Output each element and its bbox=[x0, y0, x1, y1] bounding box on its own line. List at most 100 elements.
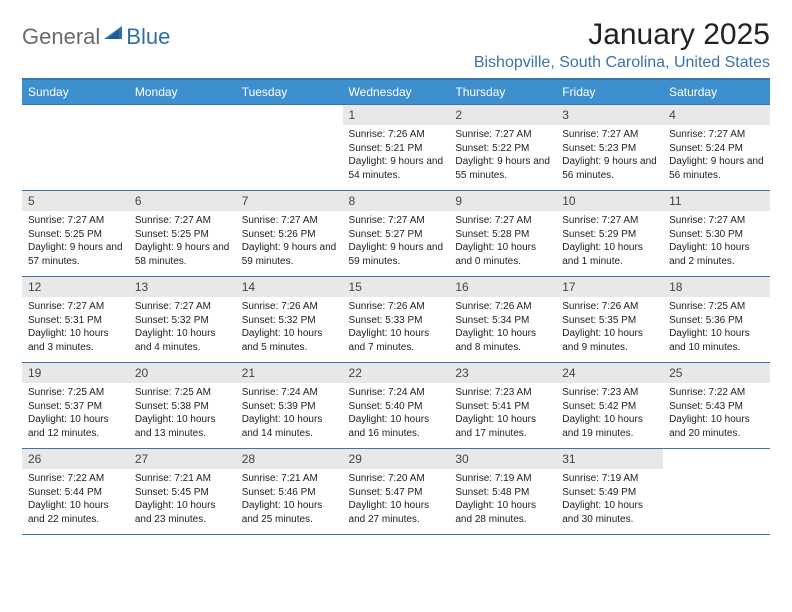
sunrise-value: 7:23 AM bbox=[495, 387, 532, 398]
day-of-week-row: SundayMondayTuesdayWednesdayThursdayFrid… bbox=[22, 79, 770, 105]
calendar-cell: 3Sunrise: 7:27 AMSunset: 5:23 PMDaylight… bbox=[556, 105, 663, 191]
day-number: 16 bbox=[449, 277, 556, 297]
sunset-label: Sunset: bbox=[28, 229, 62, 240]
sunset-label: Sunset: bbox=[135, 315, 169, 326]
sunset-value: 5:46 PM bbox=[278, 487, 315, 498]
sunrise-label: Sunrise: bbox=[455, 387, 492, 398]
logo: General Blue bbox=[22, 18, 170, 50]
sunrise-label: Sunrise: bbox=[562, 215, 599, 226]
day-number: 25 bbox=[663, 363, 770, 383]
day-details: Sunrise: 7:27 AMSunset: 5:29 PMDaylight:… bbox=[556, 211, 663, 272]
sunrise-value: 7:26 AM bbox=[388, 129, 425, 140]
calendar-cell: 19Sunrise: 7:25 AMSunset: 5:37 PMDayligh… bbox=[22, 363, 129, 449]
day-details: Sunrise: 7:26 AMSunset: 5:33 PMDaylight:… bbox=[343, 297, 450, 358]
calendar-cell bbox=[663, 449, 770, 535]
sunset-label: Sunset: bbox=[562, 487, 596, 498]
sunset-label: Sunset: bbox=[562, 315, 596, 326]
dow-header: Saturday bbox=[663, 79, 770, 105]
sunrise-value: 7:26 AM bbox=[602, 301, 639, 312]
sunset-label: Sunset: bbox=[28, 401, 62, 412]
day-details: Sunrise: 7:27 AMSunset: 5:31 PMDaylight:… bbox=[22, 297, 129, 358]
day-details: Sunrise: 7:27 AMSunset: 5:22 PMDaylight:… bbox=[449, 125, 556, 186]
day-details: Sunrise: 7:25 AMSunset: 5:36 PMDaylight:… bbox=[663, 297, 770, 358]
day-number: 1 bbox=[343, 105, 450, 125]
sunset-label: Sunset: bbox=[28, 487, 62, 498]
calendar-table: SundayMondayTuesdayWednesdayThursdayFrid… bbox=[22, 78, 770, 535]
sunset-label: Sunset: bbox=[669, 143, 703, 154]
day-details: Sunrise: 7:24 AMSunset: 5:40 PMDaylight:… bbox=[343, 383, 450, 444]
sail-icon bbox=[104, 25, 124, 41]
day-details: Sunrise: 7:26 AMSunset: 5:21 PMDaylight:… bbox=[343, 125, 450, 186]
calendar-cell: 22Sunrise: 7:24 AMSunset: 5:40 PMDayligh… bbox=[343, 363, 450, 449]
calendar-cell: 4Sunrise: 7:27 AMSunset: 5:24 PMDaylight… bbox=[663, 105, 770, 191]
dow-header: Tuesday bbox=[236, 79, 343, 105]
sunset-label: Sunset: bbox=[455, 401, 489, 412]
day-number: 31 bbox=[556, 449, 663, 469]
day-number: 10 bbox=[556, 191, 663, 211]
sunrise-value: 7:25 AM bbox=[174, 387, 211, 398]
day-details: Sunrise: 7:27 AMSunset: 5:27 PMDaylight:… bbox=[343, 211, 450, 272]
sunrise-label: Sunrise: bbox=[669, 301, 706, 312]
day-number: 14 bbox=[236, 277, 343, 297]
day-number: 29 bbox=[343, 449, 450, 469]
sunrise-label: Sunrise: bbox=[28, 473, 65, 484]
sunset-label: Sunset: bbox=[242, 401, 276, 412]
sunrise-label: Sunrise: bbox=[562, 473, 599, 484]
dow-header: Friday bbox=[556, 79, 663, 105]
calendar-cell bbox=[129, 105, 236, 191]
sunrise-label: Sunrise: bbox=[349, 129, 386, 140]
day-details: Sunrise: 7:22 AMSunset: 5:44 PMDaylight:… bbox=[22, 469, 129, 530]
sunrise-label: Sunrise: bbox=[135, 387, 172, 398]
sunset-label: Sunset: bbox=[562, 401, 596, 412]
daylight-label: Daylight: bbox=[455, 156, 494, 167]
sunset-value: 5:36 PM bbox=[706, 315, 743, 326]
sunrise-label: Sunrise: bbox=[455, 215, 492, 226]
sunrise-value: 7:22 AM bbox=[67, 473, 104, 484]
sunset-value: 5:45 PM bbox=[172, 487, 209, 498]
calendar-cell: 13Sunrise: 7:27 AMSunset: 5:32 PMDayligh… bbox=[129, 277, 236, 363]
calendar-row: 26Sunrise: 7:22 AMSunset: 5:44 PMDayligh… bbox=[22, 449, 770, 535]
calendar-cell: 11Sunrise: 7:27 AMSunset: 5:30 PMDayligh… bbox=[663, 191, 770, 277]
daylight-label: Daylight: bbox=[349, 156, 388, 167]
day-number: 30 bbox=[449, 449, 556, 469]
calendar-cell: 12Sunrise: 7:27 AMSunset: 5:31 PMDayligh… bbox=[22, 277, 129, 363]
daylight-label: Daylight: bbox=[242, 414, 281, 425]
daylight-label: Daylight: bbox=[135, 414, 174, 425]
sunset-label: Sunset: bbox=[349, 487, 383, 498]
sunset-value: 5:25 PM bbox=[65, 229, 102, 240]
daylight-label: Daylight: bbox=[562, 500, 601, 511]
day-number: 7 bbox=[236, 191, 343, 211]
sunset-value: 5:41 PM bbox=[492, 401, 529, 412]
day-details: Sunrise: 7:22 AMSunset: 5:43 PMDaylight:… bbox=[663, 383, 770, 444]
sunset-label: Sunset: bbox=[455, 143, 489, 154]
sunrise-value: 7:23 AM bbox=[602, 387, 639, 398]
calendar-cell bbox=[236, 105, 343, 191]
day-details: Sunrise: 7:24 AMSunset: 5:39 PMDaylight:… bbox=[236, 383, 343, 444]
sunrise-label: Sunrise: bbox=[135, 301, 172, 312]
sunset-value: 5:40 PM bbox=[385, 401, 422, 412]
sunset-label: Sunset: bbox=[349, 315, 383, 326]
day-number: 8 bbox=[343, 191, 450, 211]
day-details: Sunrise: 7:27 AMSunset: 5:25 PMDaylight:… bbox=[22, 211, 129, 272]
calendar-cell: 14Sunrise: 7:26 AMSunset: 5:32 PMDayligh… bbox=[236, 277, 343, 363]
calendar-cell: 10Sunrise: 7:27 AMSunset: 5:29 PMDayligh… bbox=[556, 191, 663, 277]
day-details: Sunrise: 7:21 AMSunset: 5:46 PMDaylight:… bbox=[236, 469, 343, 530]
sunset-label: Sunset: bbox=[242, 229, 276, 240]
daylight-label: Daylight: bbox=[669, 156, 708, 167]
day-number: 6 bbox=[129, 191, 236, 211]
sunrise-value: 7:26 AM bbox=[388, 301, 425, 312]
sunrise-value: 7:27 AM bbox=[281, 215, 318, 226]
day-details: Sunrise: 7:19 AMSunset: 5:48 PMDaylight:… bbox=[449, 469, 556, 530]
daylight-label: Daylight: bbox=[28, 414, 67, 425]
sunset-value: 5:38 PM bbox=[172, 401, 209, 412]
sunset-value: 5:30 PM bbox=[706, 229, 743, 240]
calendar-cell: 5Sunrise: 7:27 AMSunset: 5:25 PMDaylight… bbox=[22, 191, 129, 277]
sunrise-label: Sunrise: bbox=[242, 215, 279, 226]
daylight-label: Daylight: bbox=[669, 414, 708, 425]
calendar-cell: 31Sunrise: 7:19 AMSunset: 5:49 PMDayligh… bbox=[556, 449, 663, 535]
sunrise-label: Sunrise: bbox=[669, 215, 706, 226]
sunrise-value: 7:27 AM bbox=[709, 215, 746, 226]
sunset-label: Sunset: bbox=[669, 401, 703, 412]
sunset-label: Sunset: bbox=[669, 315, 703, 326]
sunrise-value: 7:20 AM bbox=[388, 473, 425, 484]
